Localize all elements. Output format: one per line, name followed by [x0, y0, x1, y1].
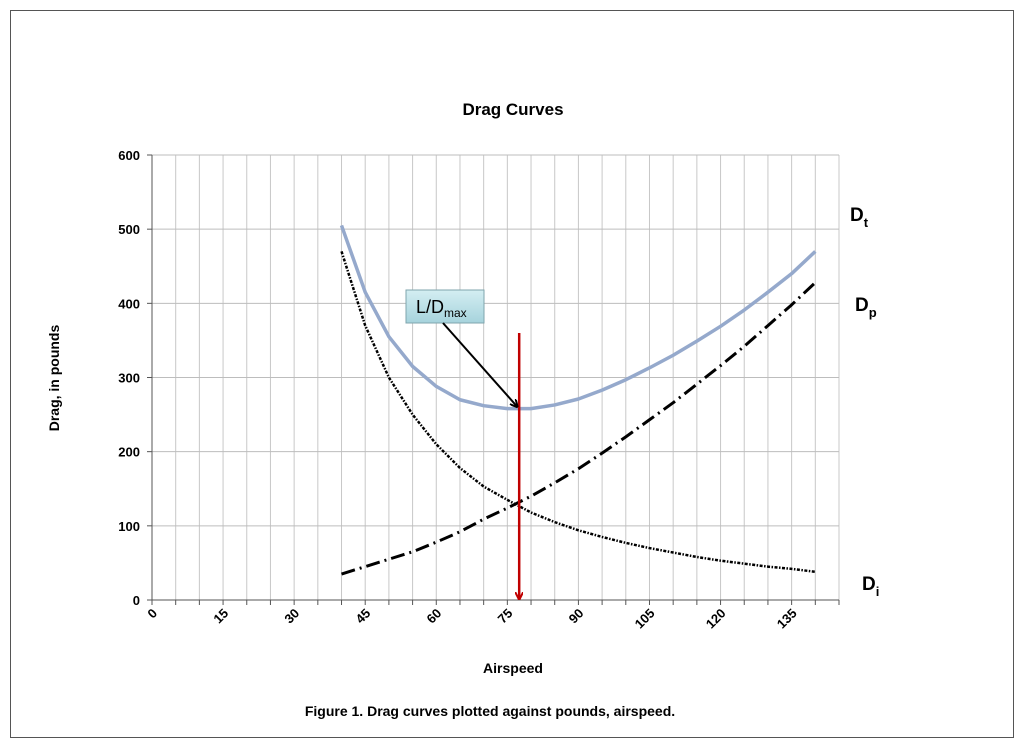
lmax-callout-label: L/Dmax [416, 297, 467, 320]
figure-frame [10, 10, 1014, 738]
lmax-pointer-arrow [442, 322, 517, 407]
x-tick-label: 30 [281, 606, 302, 627]
series-line-di [340, 251, 816, 574]
y-tick-label: 600 [118, 148, 140, 163]
figure-caption: Figure 1. Drag curves plotted against po… [305, 703, 675, 719]
series-label-dt: Dt [850, 205, 869, 230]
x-tick-label: 90 [566, 606, 587, 627]
y-tick-label: 0 [133, 593, 140, 608]
y-tick-label: 300 [118, 371, 140, 386]
x-tick-label: 0 [144, 606, 160, 622]
x-tick-label: 120 [703, 606, 729, 632]
x-tick-label: 45 [352, 606, 373, 627]
chart-title: Drag Curves [462, 100, 563, 119]
x-tick-label: 135 [774, 606, 800, 632]
x-tick-label: 105 [632, 606, 658, 632]
y-tick-label: 200 [118, 445, 140, 460]
x-tick-label: 75 [495, 606, 516, 627]
series-label-dp: Dp [855, 295, 877, 320]
lmax-callout-box [405, 289, 485, 324]
series-label-di: Di [862, 574, 879, 599]
x-axis-label: Airspeed [483, 660, 543, 676]
series-line-dp [341, 281, 817, 576]
x-tick-label: 60 [424, 606, 445, 627]
y-tick-label: 500 [118, 222, 140, 237]
series-line-dt [339, 224, 817, 411]
y-axis-label: Drag, in pounds [46, 325, 62, 432]
y-tick-label: 400 [118, 296, 140, 311]
x-tick-label: 15 [210, 606, 231, 627]
y-tick-label: 100 [118, 519, 140, 534]
